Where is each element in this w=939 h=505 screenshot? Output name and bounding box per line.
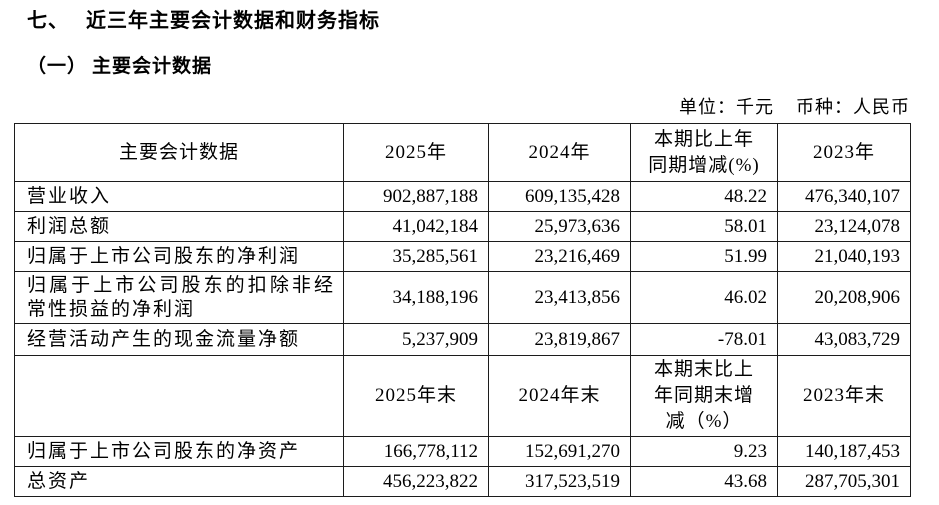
value-change-pct: 48.22 [630, 181, 778, 212]
unit-label: 单位：千元 [679, 97, 774, 117]
value-2024: 609,135,428 [488, 181, 631, 212]
value-change-pct: -78.01 [630, 323, 778, 356]
table-header-row-period: 主要会计数据 2025年 2024年 本期比上年 同期增减(%) 2023年 [14, 123, 911, 182]
value-2024: 23,216,469 [488, 241, 631, 272]
metric-label: 营业收入 [14, 181, 344, 212]
value-2025-end: 166,778,112 [343, 436, 489, 467]
value-2025: 34,188,196 [343, 271, 489, 324]
metric-label: 利润总额 [14, 211, 344, 242]
value-2023: 21,040,193 [777, 241, 911, 272]
metric-label: 总资产 [14, 466, 344, 497]
table-row-total-profit: 利润总额 41,042,184 25,973,636 58.01 23,124,… [14, 211, 911, 242]
header-metric-empty [14, 355, 344, 437]
section-title-text: 近三年主要会计数据和财务指标 [86, 10, 380, 32]
value-2023: 43,083,729 [777, 323, 911, 356]
header-change-pct: 本期比上年 同期增减(%) [630, 123, 778, 182]
value-2024-end: 152,691,270 [488, 436, 631, 467]
metric-label: 归属于上市公司股东的扣除非经常性损益的净利润 [14, 271, 344, 324]
header-2023: 2023年 [777, 123, 911, 182]
subsection-title-text: 主要会计数据 [92, 56, 213, 77]
metric-label: 归属于上市公司股东的净资产 [14, 436, 344, 467]
value-2024: 23,819,867 [488, 323, 631, 356]
table-row-net-assets-attributable: 归属于上市公司股东的净资产 166,778,112 152,691,270 9.… [14, 436, 911, 467]
value-change-pct: 58.01 [630, 211, 778, 242]
value-2025-end: 456,223,822 [343, 466, 489, 497]
header-2025-end: 2025年末 [343, 355, 489, 437]
financial-data-table: 主要会计数据 2025年 2024年 本期比上年 同期增减(%) 2023年 营… [14, 123, 911, 497]
table-row-total-assets: 总资产 456,223,822 317,523,519 43.68 287,70… [14, 466, 911, 497]
table-row-net-profit-excl-nonrecurring: 归属于上市公司股东的扣除非经常性损益的净利润 34,188,196 23,413… [14, 271, 911, 324]
value-2023: 476,340,107 [777, 181, 911, 212]
header-2024: 2024年 [488, 123, 631, 182]
table-header-row-period-end: 2025年末 2024年末 本期末比上 年同期末增 减（%） 2023年末 [14, 355, 911, 437]
section-title: 七、 近三年主要会计数据和财务指标 [0, 0, 939, 33]
header-end-change-pct: 本期末比上 年同期末增 减（%） [630, 355, 778, 437]
value-2025: 41,042,184 [343, 211, 489, 242]
value-2023: 23,124,078 [777, 211, 911, 242]
metric-label: 归属于上市公司股东的净利润 [14, 241, 344, 272]
table-row-operating-cash-flow: 经营活动产生的现金流量净额 5,237,909 23,819,867 -78.0… [14, 323, 911, 356]
header-metric: 主要会计数据 [14, 123, 344, 182]
value-2024-end: 317,523,519 [488, 466, 631, 497]
header-2024-end: 2024年末 [488, 355, 631, 437]
subsection-title: （一） 主要会计数据 [0, 33, 939, 79]
value-2025: 5,237,909 [343, 323, 489, 356]
value-2024: 25,973,636 [488, 211, 631, 242]
header-2025: 2025年 [343, 123, 489, 182]
value-2023: 20,208,906 [777, 271, 911, 324]
section-number: 七、 [27, 10, 69, 32]
value-2025: 902,887,188 [343, 181, 489, 212]
metric-label: 经营活动产生的现金流量净额 [14, 323, 344, 356]
value-end-change-pct: 9.23 [630, 436, 778, 467]
header-2023-end: 2023年末 [777, 355, 911, 437]
currency-label: 币种：人民币 [796, 97, 910, 117]
value-end-change-pct: 43.68 [630, 466, 778, 497]
subsection-number: （一） [27, 56, 88, 77]
value-2023-end: 140,187,453 [777, 436, 911, 467]
unit-line: 单位：千元 币种：人民币 [0, 93, 910, 119]
value-change-pct: 46.02 [630, 271, 778, 324]
table-row-operating-revenue: 营业收入 902,887,188 609,135,428 48.22 476,3… [14, 181, 911, 212]
table-row-net-profit-attributable: 归属于上市公司股东的净利润 35,285,561 23,216,469 51.9… [14, 241, 911, 272]
value-2024: 23,413,856 [488, 271, 631, 324]
value-2025: 35,285,561 [343, 241, 489, 272]
value-change-pct: 51.99 [630, 241, 778, 272]
value-2023-end: 287,705,301 [777, 466, 911, 497]
